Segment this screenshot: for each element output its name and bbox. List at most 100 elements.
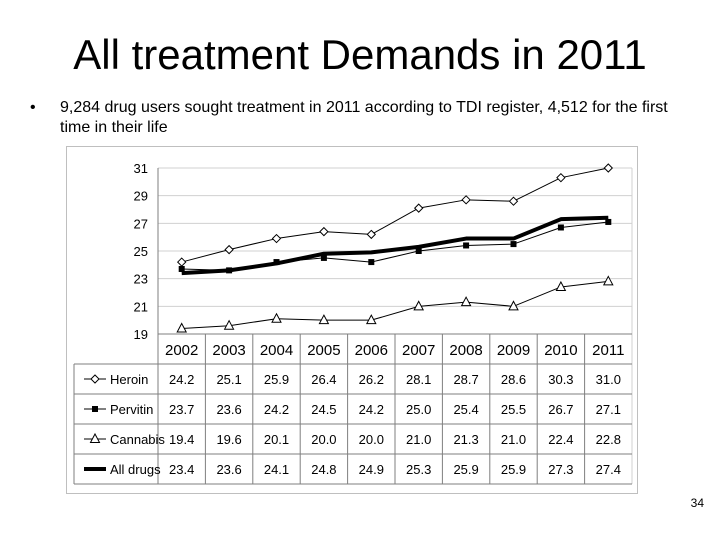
data-label-cannabis: 22.8 bbox=[596, 432, 621, 447]
data-point-pervitin bbox=[557, 224, 564, 231]
data-label-all-drugs: 23.6 bbox=[216, 462, 241, 477]
x-tick-label: 2007 bbox=[402, 342, 435, 359]
data-point-pervitin bbox=[178, 265, 185, 272]
legend-marker-pervitin bbox=[92, 406, 98, 412]
data-point-cannabis bbox=[318, 314, 330, 325]
data-label-pervitin: 25.5 bbox=[501, 402, 526, 417]
y-tick-label: 23 bbox=[134, 272, 148, 287]
data-label-pervitin: 23.7 bbox=[169, 402, 194, 417]
data-label-pervitin: 25.0 bbox=[406, 402, 431, 417]
data-point-heroin bbox=[413, 203, 424, 213]
bullet-marker: • bbox=[30, 99, 36, 116]
data-point-cannabis bbox=[223, 319, 235, 330]
data-label-cannabis: 21.0 bbox=[501, 432, 526, 447]
data-label-pervitin: 24.2 bbox=[359, 402, 384, 417]
data-label-pervitin: 24.5 bbox=[311, 402, 336, 417]
x-tick-label: 2010 bbox=[544, 342, 577, 359]
data-point-cannabis bbox=[460, 296, 472, 307]
legend-marker-heroin bbox=[90, 374, 100, 384]
data-point-cannabis bbox=[365, 314, 377, 325]
data-label-cannabis: 19.4 bbox=[169, 432, 194, 447]
data-label-pervitin: 26.7 bbox=[548, 402, 573, 417]
data-label-heroin: 28.6 bbox=[501, 372, 526, 387]
x-tick-label: 2004 bbox=[260, 342, 293, 359]
x-tick-label: 2008 bbox=[449, 342, 482, 359]
legend-label-all-drugs: All drugs bbox=[110, 462, 161, 477]
data-label-heroin: 26.4 bbox=[311, 372, 336, 387]
data-point-pervitin bbox=[415, 248, 422, 254]
data-point-pervitin bbox=[368, 259, 375, 266]
data-label-cannabis: 20.1 bbox=[264, 432, 289, 447]
series-line-all-drugs bbox=[181, 215, 609, 276]
series-line-cannabis bbox=[181, 280, 609, 329]
legend-marker-cannabis bbox=[89, 432, 101, 443]
data-point-heroin bbox=[224, 244, 234, 255]
data-point-pervitin bbox=[605, 218, 612, 225]
slide-title: All treatment Demands in 2011 bbox=[73, 31, 647, 78]
data-point-cannabis bbox=[555, 280, 567, 291]
bullet-text: 9,284 drug users sought treatment in 201… bbox=[60, 99, 668, 136]
y-tick-label: 31 bbox=[134, 161, 148, 176]
series-line-heroin bbox=[181, 167, 609, 263]
data-label-heroin: 25.1 bbox=[216, 372, 241, 387]
y-tick-label: 29 bbox=[134, 189, 148, 204]
data-label-heroin: 31.0 bbox=[596, 372, 621, 387]
x-tick-label: 2005 bbox=[307, 342, 340, 359]
data-label-cannabis: 19.6 bbox=[216, 432, 241, 447]
data-point-heroin bbox=[176, 257, 187, 267]
data-label-cannabis: 20.0 bbox=[359, 432, 384, 447]
data-label-cannabis: 21.0 bbox=[406, 432, 431, 447]
data-label-all-drugs: 27.4 bbox=[596, 462, 621, 477]
data-label-heroin: 25.9 bbox=[264, 372, 289, 387]
y-tick-label: 25 bbox=[134, 244, 148, 259]
data-label-all-drugs: 27.3 bbox=[548, 462, 573, 477]
data-point-heroin bbox=[461, 195, 471, 205]
data-label-all-drugs: 24.1 bbox=[264, 462, 289, 477]
x-tick-label: 2006 bbox=[355, 342, 388, 359]
data-label-cannabis: 21.3 bbox=[453, 432, 478, 447]
data-label-heroin: 26.2 bbox=[359, 372, 384, 387]
page-number: 34 bbox=[690, 496, 704, 510]
data-label-heroin: 28.1 bbox=[406, 372, 431, 387]
data-label-all-drugs: 25.3 bbox=[406, 462, 431, 477]
data-point-cannabis bbox=[508, 300, 519, 311]
data-label-pervitin: 24.2 bbox=[264, 402, 289, 417]
data-point-pervitin bbox=[510, 241, 517, 248]
data-point-cannabis bbox=[176, 322, 188, 333]
data-label-pervitin: 23.6 bbox=[216, 402, 241, 417]
legend-label-pervitin: Pervitin bbox=[110, 402, 153, 417]
data-point-heroin bbox=[366, 229, 377, 240]
x-tick-label: 2011 bbox=[592, 342, 624, 359]
legend-label-heroin: Heroin bbox=[110, 372, 148, 387]
data-label-cannabis: 20.0 bbox=[311, 432, 336, 447]
data-point-pervitin bbox=[320, 254, 327, 261]
data-label-all-drugs: 25.9 bbox=[501, 462, 526, 477]
x-tick-label: 2002 bbox=[165, 342, 198, 359]
data-label-pervitin: 25.4 bbox=[453, 402, 478, 417]
data-point-heroin bbox=[508, 196, 519, 206]
data-point-heroin bbox=[603, 163, 614, 173]
data-label-heroin: 28.7 bbox=[453, 372, 478, 387]
data-point-cannabis bbox=[271, 312, 282, 323]
x-tick-label: 2009 bbox=[497, 342, 530, 359]
data-point-cannabis bbox=[602, 275, 614, 286]
data-label-pervitin: 27.1 bbox=[596, 402, 621, 417]
legend-label-cannabis: Cannabis bbox=[110, 432, 165, 447]
data-label-all-drugs: 23.4 bbox=[169, 462, 194, 477]
y-tick-label: 27 bbox=[134, 216, 148, 231]
y-tick-label: 21 bbox=[134, 299, 148, 314]
y-tick-label: 19 bbox=[134, 327, 148, 342]
data-point-heroin bbox=[556, 172, 566, 183]
data-label-all-drugs: 24.9 bbox=[359, 462, 384, 477]
data-point-cannabis bbox=[413, 300, 425, 311]
data-point-pervitin bbox=[463, 242, 470, 249]
data-label-heroin: 24.2 bbox=[169, 372, 194, 387]
data-label-all-drugs: 24.8 bbox=[311, 462, 336, 477]
x-tick-label: 2003 bbox=[212, 342, 245, 359]
data-label-cannabis: 22.4 bbox=[548, 432, 573, 447]
data-point-heroin bbox=[271, 233, 282, 244]
data-label-all-drugs: 25.9 bbox=[453, 462, 478, 477]
data-point-heroin bbox=[319, 226, 329, 237]
treatment-demand-chart: 19 21 23 25 27 29 31 2002 2003 2004 2005 2006 2007 20… bbox=[73, 161, 633, 485]
data-label-heroin: 30.3 bbox=[548, 372, 573, 387]
